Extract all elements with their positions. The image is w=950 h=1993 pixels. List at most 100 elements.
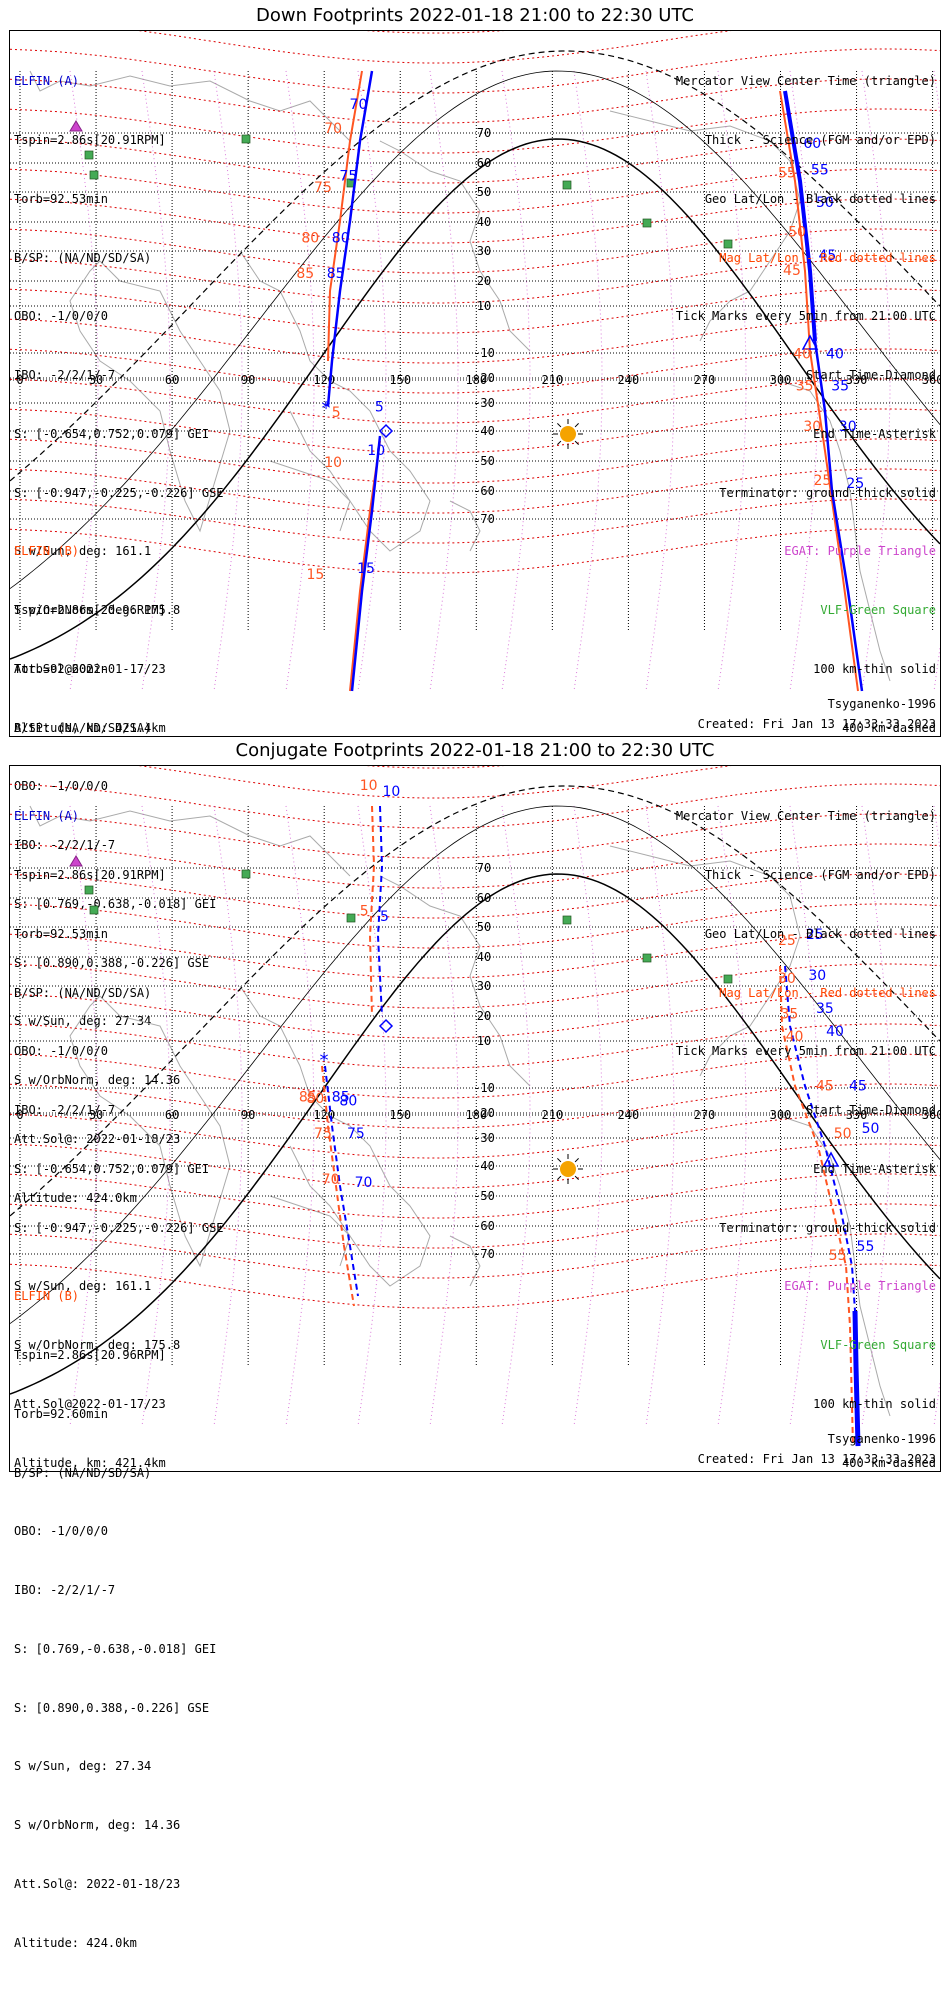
coastline xyxy=(29,805,351,877)
elfin-a-line: IBO: -2/2/1/-7 xyxy=(14,368,116,383)
mag-parallel xyxy=(10,78,940,124)
mag-meridian xyxy=(717,805,747,1427)
elfin-b-label: ELFIN (B) xyxy=(14,1289,80,1304)
elfin-b-line: IBO: -2/2/1/-7 xyxy=(14,1583,116,1598)
elfin-a-label: ELFIN (A) xyxy=(14,809,80,824)
terminator-100km xyxy=(10,70,940,589)
mag-parallel xyxy=(10,438,940,484)
tick-label: 45 xyxy=(816,1079,834,1095)
elfin-a-line: Torb=92.53min xyxy=(14,191,108,206)
elfin-a-track xyxy=(326,70,374,407)
terminator-ground xyxy=(10,873,940,1395)
egat-triangle xyxy=(69,855,83,867)
lon-tick-label: 0 xyxy=(16,373,23,387)
legend-line: 400 km-dashed xyxy=(842,720,936,735)
elfin-b-line: S w/Sun, deg: 27.34 xyxy=(14,1759,152,1774)
lon-tick-label: 90 xyxy=(241,1108,255,1122)
sun-icon xyxy=(553,1154,583,1184)
sun-ray xyxy=(557,1175,562,1180)
legend-line: End Time-Asterisk xyxy=(813,1161,936,1176)
mag-parallel xyxy=(10,1173,940,1219)
coastline xyxy=(239,250,431,552)
vlf-square xyxy=(642,953,652,963)
mag-parallel xyxy=(10,1083,940,1129)
lat-tick-label: -10 xyxy=(473,1081,495,1095)
vlf-square xyxy=(562,915,572,925)
lon-tick-label: 0 xyxy=(16,1108,23,1122)
down-footprints-map[interactable]: 0 30 60 90 120 150 180 210 240 270 300 330 360706050… xyxy=(10,31,940,736)
footer: Tsyganenko-1996 Created: Fri Jan 13 17:3… xyxy=(698,694,936,734)
elfin-a-science-track xyxy=(852,1310,861,1447)
lat-tick-label: 40 xyxy=(477,950,491,964)
tick-label: 5 xyxy=(332,405,341,421)
elfin-a-line: Altitude, km: 421.4km xyxy=(14,1455,166,1470)
model-label: Tsyganenko-1996 xyxy=(827,697,936,711)
sun-ray xyxy=(557,423,562,428)
vlf-square xyxy=(89,170,99,180)
legend-line: Thick - Science (FGM and/or EPD) xyxy=(704,132,936,147)
tick-label: 40 xyxy=(793,346,811,362)
down-footprints-panel: 0 30 60 90 120 150 180 210 240 270 300 330 360 70 60 50… xyxy=(9,30,941,1205)
lat-tick-label: -20 xyxy=(473,371,495,385)
mag-parallel xyxy=(10,198,940,244)
end-asterisk: * xyxy=(321,398,332,419)
legend-line: Tick Marks every 5min from 21:00 UTC xyxy=(675,1044,936,1059)
mag-meridian xyxy=(69,805,99,1427)
tick-label: 70 xyxy=(350,97,368,113)
tick-label: 45 xyxy=(849,1079,867,1095)
lat-tick-label: 60 xyxy=(477,156,491,170)
elfin-a-line: S w/OrbNorm, deg: 175.8 xyxy=(14,1338,181,1353)
elfin-b-label: ELFIN (B) xyxy=(14,544,80,559)
lon-tick-label: 360 xyxy=(922,1108,940,1122)
mag-parallel xyxy=(10,873,940,919)
mag-meridian xyxy=(789,805,819,1427)
lon-tick-label: 180 xyxy=(465,373,487,387)
tick-label: 25 xyxy=(778,933,796,949)
elfin-b-line: IBO: -2/2/1/-7 xyxy=(14,838,116,853)
elfin-a-line: OBO: -1/0/0/0 xyxy=(14,309,108,324)
tick-label: 35 xyxy=(796,379,814,395)
tick-label: 25 xyxy=(846,476,864,492)
mag-parallel xyxy=(10,1143,940,1189)
mag-parallel xyxy=(10,168,940,214)
lat-tick-label: -60 xyxy=(473,484,495,498)
tick-label: 50 xyxy=(816,195,834,211)
legend-line: Thick - Science (FGM and/or EPD) xyxy=(704,867,936,882)
tick-label: 35 xyxy=(831,379,849,395)
tick-label: 35 xyxy=(816,1001,834,1017)
elfin-a-line: S w/Sun, deg: 161.1 xyxy=(14,1279,152,1294)
lat-tick-label: 30 xyxy=(477,979,491,993)
elfin-a-line: Tspin=2.86s[20.91RPM] xyxy=(14,132,166,147)
coastline xyxy=(609,845,801,1077)
tick-label: 80 xyxy=(301,230,319,246)
elfin-b-line: OBO: -1/0/0/0 xyxy=(14,1524,108,1539)
center-triangle xyxy=(822,1151,840,1167)
elfin-a-line: OBO: -1/0/0/0 xyxy=(14,1044,108,1059)
tick-label: 40 xyxy=(826,346,844,362)
terminator-400km xyxy=(10,785,940,1217)
vlf-square xyxy=(346,913,356,923)
elfin-b-line: S: [0.769,-0.638,-0.018] GEI xyxy=(14,1641,217,1656)
mag-parallel xyxy=(10,348,940,394)
tick-label: 60 xyxy=(803,136,821,152)
lon-tick-label: 360 xyxy=(922,373,940,387)
legend: Mercator View Center Time (triangle) Thi… xyxy=(676,768,936,1513)
tick-label: 30 xyxy=(803,419,821,435)
tick-label: 75 xyxy=(339,168,357,184)
coastline xyxy=(269,1195,351,1267)
lat-tick-label: 50 xyxy=(477,920,491,934)
mag-parallel xyxy=(10,228,940,274)
tick-label: 50 xyxy=(834,1126,852,1142)
mag-parallel xyxy=(10,1023,940,1069)
tick-label: 70 xyxy=(355,1175,373,1191)
lon-tick-label: 30 xyxy=(89,1108,103,1122)
center-triangle xyxy=(801,334,819,350)
tick-label: 70 xyxy=(322,1172,340,1188)
tick-label: 70 xyxy=(324,121,342,137)
lon-tick-label: 150 xyxy=(389,373,411,387)
tick-label: 15 xyxy=(357,561,375,577)
created-label: Created: Fri Jan 13 17:33:33 2023 xyxy=(697,1452,936,1466)
conjugate-footprints-map[interactable]: 0 30 60 90 120 150 180 210 240 270 300 330 360706050… xyxy=(10,766,940,1471)
sun-ray xyxy=(574,423,579,428)
elfin-a-line: Torb=92.53min xyxy=(14,926,108,941)
